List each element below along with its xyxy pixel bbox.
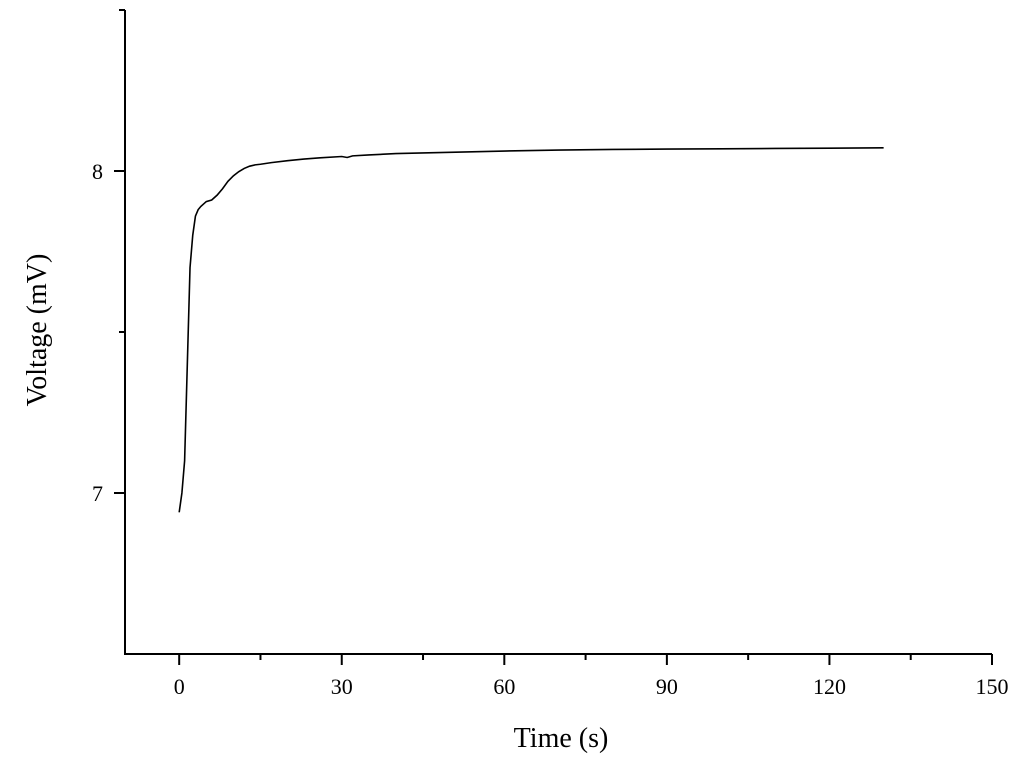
y-tick-label-7: 7 [92, 481, 103, 506]
x-tick-label-90: 90 [656, 674, 678, 699]
series-line-1 [178, 147, 884, 513]
y-tick-label-8: 8 [92, 159, 103, 184]
x-ticks: 0 30 60 90 120 150 [174, 654, 1009, 699]
y-ticks: 78 [92, 159, 125, 506]
plot-axes [124, 10, 992, 655]
series-layer [178, 147, 884, 513]
x-tick-label-30: 30 [331, 674, 353, 699]
x-tick-label-150: 150 [976, 674, 1009, 699]
x-tick-label-120: 120 [813, 674, 846, 699]
y-axis-title: Voltage (mV) [22, 254, 53, 407]
x-axis-title: Time (s) [514, 723, 609, 754]
x-tick-label-60: 60 [493, 674, 515, 699]
x-tick-label-0: 0 [174, 674, 185, 699]
